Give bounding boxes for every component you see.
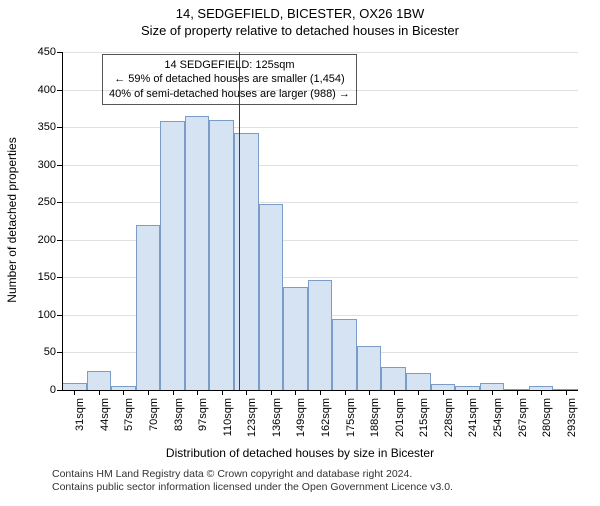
x-tick-label: 293sqm xyxy=(566,398,578,448)
x-tick-label: 110sqm xyxy=(222,398,234,448)
histogram-bar xyxy=(381,367,406,390)
x-tick xyxy=(222,390,223,395)
x-tick xyxy=(517,390,518,395)
grid-line xyxy=(62,202,578,203)
x-tick-label: 44sqm xyxy=(99,398,111,448)
x-tick xyxy=(197,390,198,395)
histogram-bar xyxy=(406,373,431,390)
x-tick-label: 175sqm xyxy=(345,398,357,448)
x-tick-label: 215sqm xyxy=(418,398,430,448)
x-tick xyxy=(418,390,419,395)
footer-line1: Contains HM Land Registry data © Crown c… xyxy=(52,468,453,481)
x-tick xyxy=(123,390,124,395)
y-tick-label: 50 xyxy=(28,346,56,358)
histogram-bar xyxy=(234,133,259,390)
x-tick-label: 123sqm xyxy=(246,398,258,448)
x-tick xyxy=(492,390,493,395)
y-tick-label: 450 xyxy=(28,46,56,58)
footer-line2: Contains public sector information licen… xyxy=(52,481,453,494)
y-tick-label: 150 xyxy=(28,271,56,283)
x-tick xyxy=(74,390,75,395)
y-tick-label: 400 xyxy=(28,84,56,96)
x-tick-label: 280sqm xyxy=(541,398,553,448)
x-axis-label: Distribution of detached houses by size … xyxy=(0,446,600,460)
y-axis-label: Number of detached properties xyxy=(5,120,19,320)
y-tick-label: 250 xyxy=(28,196,56,208)
histogram-bar xyxy=(160,121,185,390)
x-tick-label: 97sqm xyxy=(197,398,209,448)
chart-subtitle: Size of property relative to detached ho… xyxy=(0,23,600,38)
x-tick xyxy=(467,390,468,395)
x-tick xyxy=(345,390,346,395)
histogram-bar xyxy=(185,116,210,390)
x-tick-label: 31sqm xyxy=(74,398,86,448)
x-tick-label: 267sqm xyxy=(517,398,529,448)
histogram-bar xyxy=(87,371,112,390)
histogram-bar xyxy=(480,383,505,391)
x-tick-label: 228sqm xyxy=(443,398,455,448)
histogram-bar xyxy=(332,319,357,390)
histogram-bar xyxy=(136,225,161,390)
x-tick xyxy=(541,390,542,395)
x-tick xyxy=(173,390,174,395)
x-tick xyxy=(443,390,444,395)
histogram-bar xyxy=(283,287,308,390)
x-tick-label: 188sqm xyxy=(369,398,381,448)
x-tick xyxy=(271,390,272,395)
y-tick-label: 0 xyxy=(28,384,56,396)
histogram-bar xyxy=(62,383,87,391)
x-tick xyxy=(320,390,321,395)
x-tick-label: 70sqm xyxy=(148,398,160,448)
y-axis xyxy=(62,52,63,390)
grid-line xyxy=(62,165,578,166)
x-tick xyxy=(295,390,296,395)
x-tick-label: 136sqm xyxy=(271,398,283,448)
x-tick-label: 162sqm xyxy=(320,398,332,448)
plot-area: 05010015020025030035040045031sqm44sqm57s… xyxy=(62,52,578,390)
histogram-bar xyxy=(209,120,234,390)
x-tick xyxy=(246,390,247,395)
x-tick-label: 254sqm xyxy=(492,398,504,448)
y-tick-label: 300 xyxy=(28,159,56,171)
histogram-bar xyxy=(259,204,284,390)
y-tick-label: 350 xyxy=(28,121,56,133)
x-tick-label: 201sqm xyxy=(394,398,406,448)
footer-attribution: Contains HM Land Registry data © Crown c… xyxy=(52,468,453,493)
histogram-bar xyxy=(308,280,333,390)
histogram-bar xyxy=(357,346,382,390)
x-tick-label: 241sqm xyxy=(467,398,479,448)
x-tick xyxy=(148,390,149,395)
grid-line xyxy=(62,127,578,128)
reference-line xyxy=(239,52,241,390)
x-tick-label: 57sqm xyxy=(123,398,135,448)
y-tick-label: 200 xyxy=(28,234,56,246)
x-tick xyxy=(99,390,100,395)
grid-line xyxy=(62,52,578,53)
y-tick-label: 100 xyxy=(28,309,56,321)
x-tick xyxy=(566,390,567,395)
chart-title: 14, SEDGEFIELD, BICESTER, OX26 1BW xyxy=(0,6,600,21)
x-tick xyxy=(394,390,395,395)
x-tick-label: 149sqm xyxy=(295,398,307,448)
x-tick-label: 83sqm xyxy=(173,398,185,448)
x-tick xyxy=(369,390,370,395)
grid-line xyxy=(62,90,578,91)
